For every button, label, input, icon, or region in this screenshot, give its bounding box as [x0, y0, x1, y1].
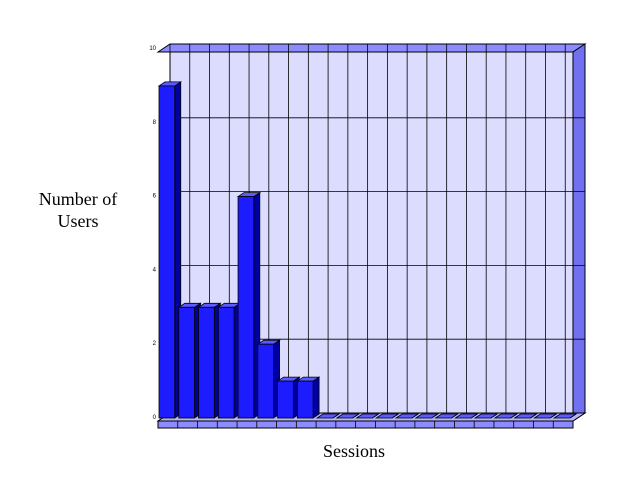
top-edge [156, 43, 587, 53]
bar-top [533, 413, 558, 419]
bar-front [178, 306, 195, 419]
bar-front [158, 85, 176, 419]
bar [256, 339, 281, 419]
bar-front [296, 380, 314, 419]
right-wall [572, 43, 586, 422]
y-tick-label: 8 [153, 120, 157, 126]
bar-front [217, 306, 235, 419]
bar-top [473, 413, 499, 419]
bar [493, 413, 519, 419]
bar [533, 413, 558, 419]
bar [375, 413, 400, 419]
bar-top [335, 413, 360, 419]
bar-top [315, 413, 341, 419]
bar [473, 413, 499, 419]
bar-top [394, 413, 420, 419]
bar-top [454, 413, 479, 419]
bar [315, 413, 341, 419]
bar [552, 413, 578, 419]
bar-top [493, 413, 519, 419]
bar-side [312, 376, 320, 419]
y-axis-label: Number of Users [38, 189, 118, 231]
bar [157, 81, 183, 419]
bar [236, 191, 262, 419]
bar-top [355, 413, 380, 419]
y-tick-label: 10 [149, 46, 156, 52]
bar [355, 413, 380, 419]
bar [394, 413, 420, 419]
floor-front [157, 420, 574, 429]
bar [296, 376, 321, 419]
bar-top [552, 413, 578, 419]
y-tick-label: 2 [153, 341, 157, 347]
bar [177, 302, 202, 419]
bar [216, 302, 242, 419]
bar [454, 413, 479, 419]
bar [197, 302, 222, 419]
bar-top [375, 413, 400, 419]
bar-front [277, 380, 294, 419]
bar-front [198, 306, 215, 419]
bar [335, 413, 360, 419]
x-axis-label: Sessions [322, 441, 385, 461]
bar [513, 413, 538, 419]
bar [414, 413, 439, 419]
y-tick-label: 0 [153, 415, 157, 421]
bar-front [237, 196, 255, 419]
y-tick-label: 6 [153, 194, 157, 200]
bar-top [414, 413, 439, 419]
bar [434, 413, 459, 419]
y-tick-label: 4 [153, 267, 157, 273]
bar-top [513, 413, 538, 419]
bar [276, 376, 301, 419]
bar-top [434, 413, 459, 419]
bar-front [257, 343, 274, 419]
